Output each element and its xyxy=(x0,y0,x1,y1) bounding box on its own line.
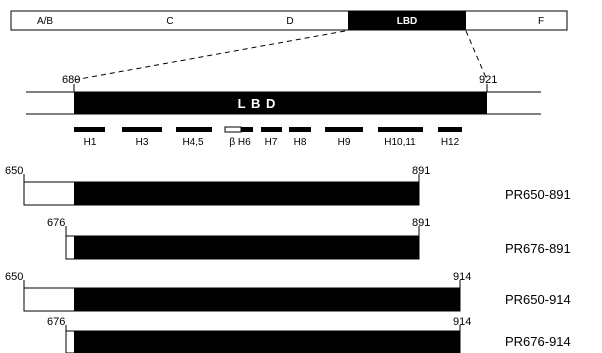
helix-bar-h1011 xyxy=(378,127,423,132)
lbd-expanded-block xyxy=(74,92,487,114)
helix-label-h45: H4,5 xyxy=(182,137,204,148)
construct-start-label: 676 xyxy=(47,316,65,328)
lbd-expanded: 680 921 L B D xyxy=(26,74,541,115)
construct-start-label: 650 xyxy=(5,271,23,283)
construct-lbd-fill xyxy=(74,236,419,259)
zoom-line-left xyxy=(73,30,346,81)
domain-lbd-block xyxy=(348,11,466,30)
construct-pr650-891: 650 891 PR650-891 xyxy=(5,165,571,206)
helix-label-h12: H12 xyxy=(441,137,460,148)
label-921: 921 xyxy=(479,74,497,86)
helix-bar-h9 xyxy=(325,127,363,132)
helix-label-h1011: H10,11 xyxy=(384,137,416,148)
construct-name: PR650-914 xyxy=(505,292,571,307)
construct-lbd-fill xyxy=(74,331,460,353)
construct-pr676-891: 676 891 PR676-891 xyxy=(47,217,571,260)
helix-label-beta-h6: β H6 xyxy=(229,137,251,148)
domain-label-lbd: LBD xyxy=(397,16,418,27)
construct-end-label: 914 xyxy=(453,271,471,283)
domain-label-c: C xyxy=(166,16,173,27)
construct-name: PR650-891 xyxy=(505,187,571,202)
construct-name: PR676-891 xyxy=(505,241,571,256)
domain-label-d: D xyxy=(286,16,293,27)
helix-map: H1 H3 H4,5 β H6 H7 H8 H9 H10,11 H12 xyxy=(74,126,462,148)
helix-label-h9: H9 xyxy=(338,137,351,148)
construct-pr650-914: 650 914 PR650-914 xyxy=(5,271,571,312)
label-680: 680 xyxy=(62,74,80,86)
domain-label-ab: A/B xyxy=(37,16,53,27)
domain-bar: A/B C D LBD F xyxy=(10,10,568,31)
construct-pr676-914: 676 914 PR676-914 xyxy=(47,316,571,353)
construct-name: PR676-914 xyxy=(505,334,571,349)
construct-end-label: 891 xyxy=(412,217,430,229)
helix-label-h8: H8 xyxy=(294,137,307,148)
helix-label-h7: H7 xyxy=(265,137,278,148)
construct-end-label: 891 xyxy=(412,165,430,177)
beta-sheet-bar xyxy=(224,126,242,133)
helix-bar-h1 xyxy=(74,127,105,132)
construct-start-label: 676 xyxy=(47,217,65,229)
construct-start-label: 650 xyxy=(5,165,23,177)
construct-lbd-fill xyxy=(74,288,460,311)
construct-lbd-fill xyxy=(74,182,419,205)
helix-bar-h6 xyxy=(241,127,253,132)
zoom-line-right xyxy=(465,30,488,81)
helix-bar-h7 xyxy=(261,127,282,132)
helix-bar-h3 xyxy=(122,127,162,132)
helix-label-h3: H3 xyxy=(136,137,149,148)
helix-bar-h8 xyxy=(289,127,311,132)
domain-label-f: F xyxy=(538,16,544,27)
construct-end-label: 914 xyxy=(453,316,471,328)
helix-bar-h45 xyxy=(176,127,212,132)
helix-label-h1: H1 xyxy=(84,137,97,148)
helix-bar-h12 xyxy=(438,127,462,132)
lbd-letters: L B D xyxy=(238,96,277,111)
